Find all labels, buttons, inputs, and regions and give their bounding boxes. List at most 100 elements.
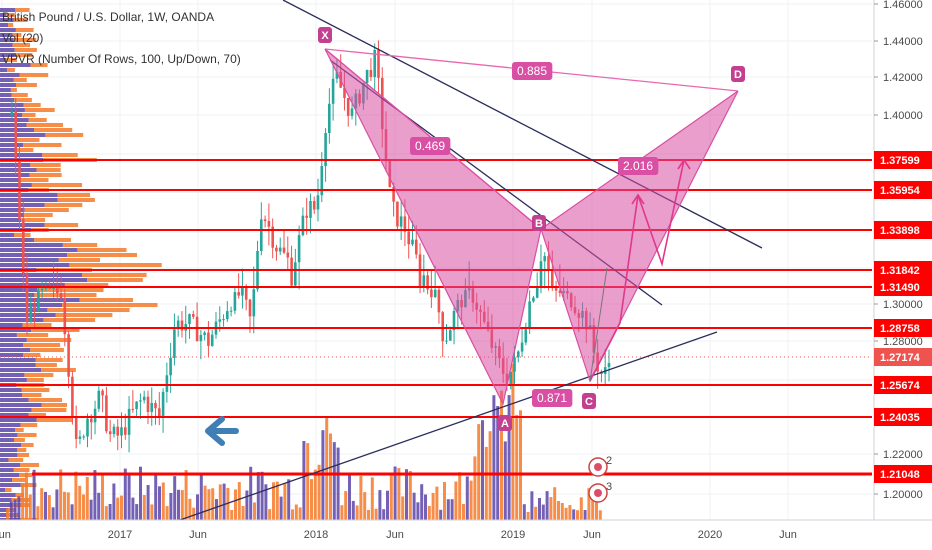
volume-bar: [359, 475, 363, 520]
time-tick-label: Jun: [583, 529, 601, 541]
vpvr-up-row: [0, 93, 12, 97]
price-level-tag-bg: [874, 181, 932, 199]
volume-bar: [519, 410, 522, 520]
volume-bar: [234, 489, 237, 520]
volume-bar: [192, 507, 196, 520]
candle-body: [433, 289, 437, 298]
vpvr-down-row: [6, 58, 17, 62]
vpvr-up-row: [0, 8, 16, 12]
candle-body: [135, 401, 138, 409]
vpvr-down-row: [24, 208, 69, 212]
vpvr-down-row: [16, 53, 33, 57]
volume-bar: [553, 487, 557, 520]
price-level-tag: 1.31842: [880, 265, 920, 277]
vpvr-down-row: [16, 138, 40, 142]
volume-bar: [439, 509, 443, 520]
volume-bar: [268, 509, 272, 520]
vpvr-down-row: [58, 258, 100, 262]
vpvr-down-row: [45, 133, 84, 137]
volume-bar: [481, 420, 484, 520]
vpvr-down-row: [8, 23, 14, 27]
volume-bar: [93, 470, 97, 520]
price-level-tag: 1.37599: [880, 155, 920, 167]
candle-body: [551, 269, 554, 289]
price-level-tag-bg: [874, 151, 932, 169]
vpvr-up-row: [0, 153, 43, 157]
vpvr-up-row: [0, 328, 32, 332]
vpvr-up-row: [0, 208, 25, 212]
volume-bar: [40, 488, 44, 520]
volume-bar: [116, 497, 120, 520]
candle-body: [210, 334, 214, 346]
vpvr-up-row: [0, 18, 14, 22]
vpvr-up-row: [0, 88, 11, 92]
volume-bar: [503, 441, 507, 520]
candle-body: [207, 332, 210, 346]
candle-body: [124, 427, 127, 435]
volume-bar: [207, 489, 211, 520]
candle-body: [78, 436, 82, 439]
volume-bar: [241, 506, 245, 520]
candle-body: [301, 215, 305, 236]
vpvr-down-row: [64, 283, 109, 287]
candle-body: [324, 133, 327, 167]
candle-body: [131, 408, 135, 410]
vpvr-down-row: [15, 148, 34, 152]
volume-bar: [131, 497, 135, 520]
volume-bar: [199, 473, 203, 520]
candle-body: [607, 363, 611, 368]
alert-bubble-icon[interactable]: 2: [588, 455, 612, 477]
volume-bar: [549, 497, 553, 520]
volume-bar: [25, 472, 28, 520]
ratio-label-xb-bg: [409, 137, 451, 155]
volume-bar: [332, 442, 336, 520]
vpvr-down-row: [26, 123, 63, 127]
vpvr-up-row: [0, 318, 44, 322]
candle-body: [535, 287, 539, 298]
candle-body: [226, 311, 229, 320]
candle-body: [29, 305, 33, 323]
volume-bar: [389, 475, 393, 520]
vpvr-up-row: [0, 243, 63, 247]
candle-body: [120, 427, 123, 436]
vpvr-up-row: [0, 393, 22, 397]
volume-bar: [393, 466, 397, 520]
arrow-left-icon[interactable]: [205, 416, 239, 446]
candle-body: [229, 310, 233, 312]
vpvr-indicator-label[interactable]: VPVR (Number Of Rows, 100, Up/Down, 70): [2, 52, 241, 66]
volume-bar: [511, 363, 515, 520]
candle-body: [59, 293, 63, 299]
vpvr-up-row: [0, 463, 21, 467]
vpvr-down-row: [20, 423, 38, 427]
volume-bar: [568, 505, 572, 520]
candle-body: [237, 292, 240, 296]
volume-bar: [169, 493, 173, 520]
volume-bar: [66, 492, 70, 520]
candle-body: [396, 201, 399, 227]
volume-bar: [196, 494, 199, 520]
price-level-tag-bg: [874, 221, 932, 239]
vpvr-up-row: [0, 193, 58, 197]
vpvr-down-row: [17, 448, 27, 452]
vpvr-up-row: [0, 348, 31, 352]
vpvr-down-row: [23, 343, 61, 347]
candle-body: [150, 403, 153, 412]
candle-body: [309, 201, 312, 218]
vpvr-down-row: [12, 33, 22, 37]
candle-body: [328, 103, 331, 133]
vpvr-up-row: [0, 308, 48, 312]
vpvr-down-row: [36, 418, 74, 422]
time-tick-label: 2020: [698, 529, 722, 541]
volume-bar: [264, 484, 268, 520]
vpvr-down-row: [30, 348, 64, 352]
alert-bubble-icon[interactable]: 3: [588, 481, 612, 503]
vpvr-down-row: [22, 323, 52, 327]
volume-bar: [595, 498, 598, 520]
symbol-title[interactable]: British Pound / U.S. Dollar, 1W, OANDA: [2, 10, 215, 24]
volume-indicator-label[interactable]: Vol (20): [2, 31, 44, 45]
vpvr-up-row: [0, 428, 16, 432]
alert-bubble-dot: [594, 463, 602, 471]
vpvr-down-row: [30, 163, 61, 167]
